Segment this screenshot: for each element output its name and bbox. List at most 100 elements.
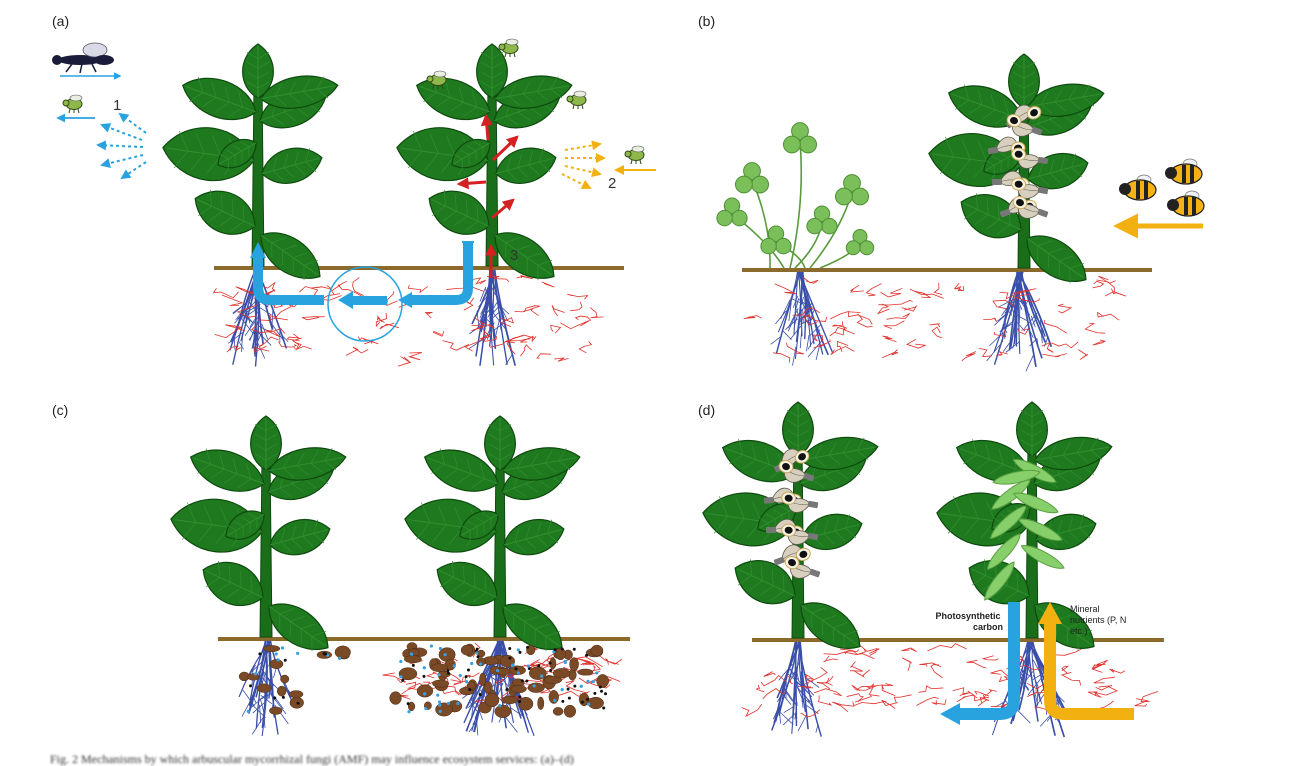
flower — [781, 491, 819, 513]
clover-leaf — [783, 122, 817, 154]
pod — [1020, 545, 1065, 569]
pod — [1012, 492, 1059, 514]
pod — [986, 533, 1021, 570]
flower — [784, 555, 821, 579]
plant — [404, 415, 581, 652]
leaf — [782, 401, 814, 457]
bee — [1165, 158, 1203, 185]
aphid — [566, 90, 587, 110]
pod — [991, 479, 1031, 510]
leaf — [1016, 401, 1048, 457]
marker-3: 3 — [510, 247, 518, 264]
leaf — [1026, 83, 1105, 117]
figure-caption: Fig. 2 Mechanisms by which arbuscular my… — [50, 752, 574, 766]
flower — [773, 544, 811, 566]
root-system — [770, 271, 834, 366]
soil-aggregate — [280, 674, 290, 684]
bees — [1119, 158, 1205, 217]
pod — [984, 561, 1015, 601]
panel-b-label: (b) — [698, 13, 715, 29]
leaf — [261, 147, 323, 184]
soil-aggregate — [407, 701, 416, 712]
defense-signal-arrows — [456, 113, 519, 278]
pod — [992, 469, 1041, 485]
plant — [928, 53, 1105, 284]
soil-aggregates — [238, 642, 609, 718]
leaf — [494, 232, 555, 281]
clover-leaf — [835, 174, 869, 206]
soil-aggregate — [537, 696, 545, 710]
marker-1: 1 — [113, 97, 121, 114]
soil-aggregate — [430, 663, 448, 672]
soil-aggregate — [403, 655, 422, 664]
aphid — [426, 70, 447, 90]
flower — [1006, 113, 1043, 137]
clover-leaf — [735, 162, 769, 194]
nutrient-transfer-arrow — [250, 241, 474, 342]
panel-d-label: (d) — [698, 402, 715, 418]
soil-line-a — [214, 266, 624, 270]
soil-aggregate — [432, 679, 450, 688]
soil-aggregate — [482, 656, 499, 666]
leaf — [495, 147, 557, 184]
leaf — [268, 603, 329, 652]
flower — [1012, 195, 1049, 219]
flower — [1011, 147, 1049, 169]
soil-line-b — [742, 268, 1152, 272]
aphids — [62, 38, 645, 165]
panel-c-label: (c) — [52, 402, 68, 418]
leaf — [423, 448, 499, 492]
soil-aggregate — [460, 644, 474, 656]
leaf — [459, 510, 499, 541]
leaf — [202, 560, 264, 607]
soil-aggregate — [247, 673, 260, 681]
root-system — [991, 641, 1071, 738]
leaf — [484, 415, 516, 471]
soil-aggregate — [256, 683, 272, 693]
clover-leaf — [716, 197, 748, 227]
nutrient-label: Mineral nutrients (P, N etc.) — [1070, 604, 1129, 636]
soil-aggregate — [590, 644, 604, 657]
volatile-emissions-right — [561, 140, 606, 189]
marker-2: 2 — [608, 175, 616, 192]
soil-aggregate — [569, 657, 579, 672]
panel-a-label: (a) — [52, 13, 69, 29]
soil-aggregate — [269, 706, 283, 715]
volatile-emissions-left — [96, 112, 147, 180]
leaf — [269, 519, 331, 556]
soil-line-d — [752, 638, 1164, 642]
soil-aggregate — [466, 681, 476, 690]
leaf — [194, 189, 256, 235]
soil-aggregate — [528, 666, 547, 680]
clover-leaf — [845, 229, 875, 256]
leaf — [436, 560, 498, 607]
flower — [778, 459, 815, 483]
leaf — [800, 436, 879, 471]
soil-aggregate — [552, 668, 571, 679]
clover-leaf — [806, 205, 838, 235]
soil-aggregate — [476, 657, 486, 667]
soil-aggregate — [563, 704, 577, 718]
soil-aggregate — [334, 645, 351, 659]
soil-aggregate — [416, 684, 434, 698]
soil-aggregate — [288, 690, 304, 699]
leaf — [494, 75, 573, 109]
carbon-flow-arrow — [940, 602, 1020, 725]
root-system — [771, 641, 822, 737]
aphid — [62, 94, 83, 114]
clover-leaf — [760, 225, 792, 255]
mycorrhizal-hyphae — [212, 275, 1159, 718]
bean-pods — [984, 459, 1065, 601]
leaf — [428, 189, 490, 235]
leaf — [801, 513, 863, 551]
bee — [1119, 174, 1157, 201]
soil-aggregate — [577, 668, 594, 676]
leaf — [476, 43, 508, 99]
soil-aggregate — [398, 667, 418, 681]
soil-lines — [214, 266, 1164, 642]
flowers — [763, 104, 1049, 579]
pod — [989, 505, 1027, 539]
leaf — [1035, 513, 1097, 551]
soil-aggregate — [518, 696, 534, 711]
